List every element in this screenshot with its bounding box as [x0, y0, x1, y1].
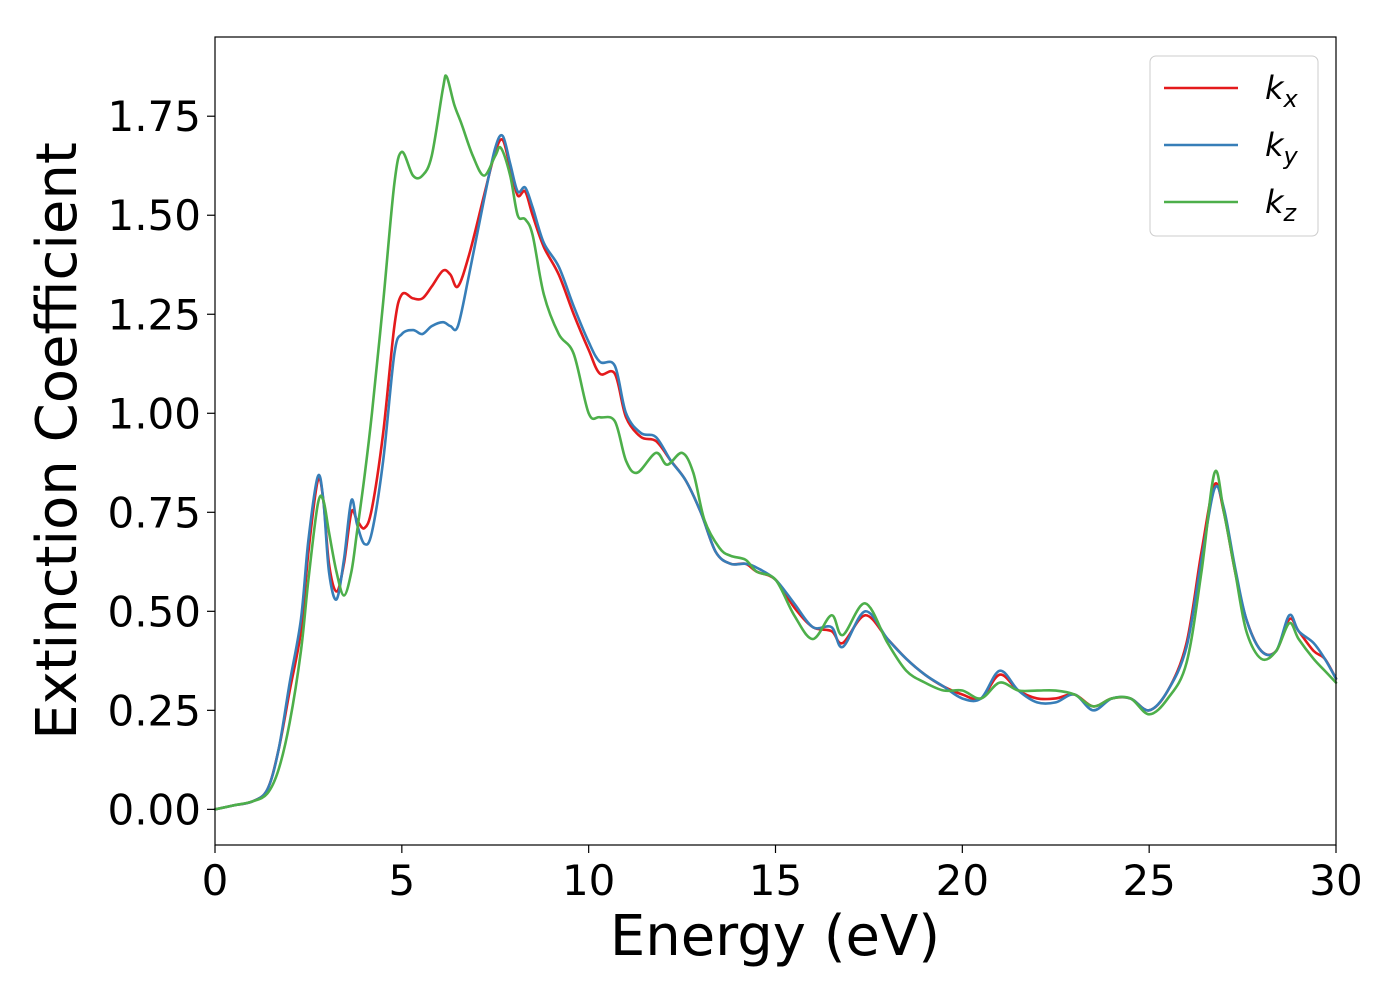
x-tick-label: 10 [562, 856, 615, 905]
y-tick-label: 0.75 [107, 488, 201, 537]
x-tick-label: 15 [749, 856, 802, 905]
x-axis: 0 5 10 15 20 25 30 [202, 845, 1363, 905]
series-layer [213, 74, 1338, 811]
legend-label-x: kx [1265, 69, 1299, 113]
y-tick-label: 1.25 [107, 290, 201, 339]
x-tick-label: 25 [1122, 856, 1175, 905]
x-tick-label: 0 [202, 856, 229, 905]
y-tick-label: 1.50 [107, 191, 201, 240]
y-tick-label: 1.00 [107, 389, 201, 438]
legend-label-y: ky [1265, 126, 1299, 170]
y-tick-label: 0.50 [107, 587, 201, 636]
x-axis-title: Energy (eV) [610, 904, 940, 969]
y-tick-label: 0.00 [107, 785, 201, 834]
y-tick-label: 1.75 [107, 92, 201, 141]
x-tick-label: 5 [388, 856, 415, 905]
legend-items: kx ky kz [1164, 69, 1299, 227]
series-line-y [213, 133, 1338, 811]
y-axis: 0.00 0.25 0.50 0.75 1.00 1.25 1.50 1.75 [107, 92, 215, 834]
y-tick-label: 0.25 [107, 686, 201, 735]
x-tick-label: 30 [1309, 856, 1362, 905]
legend: kx ky kz [1149, 55, 1319, 237]
x-tick-label: 20 [936, 856, 989, 905]
y-axis-title: Extinction Coefficient [25, 142, 90, 740]
series-line-z [213, 74, 1338, 811]
series-line-x [213, 138, 1338, 811]
legend-label-z: kz [1265, 183, 1298, 227]
